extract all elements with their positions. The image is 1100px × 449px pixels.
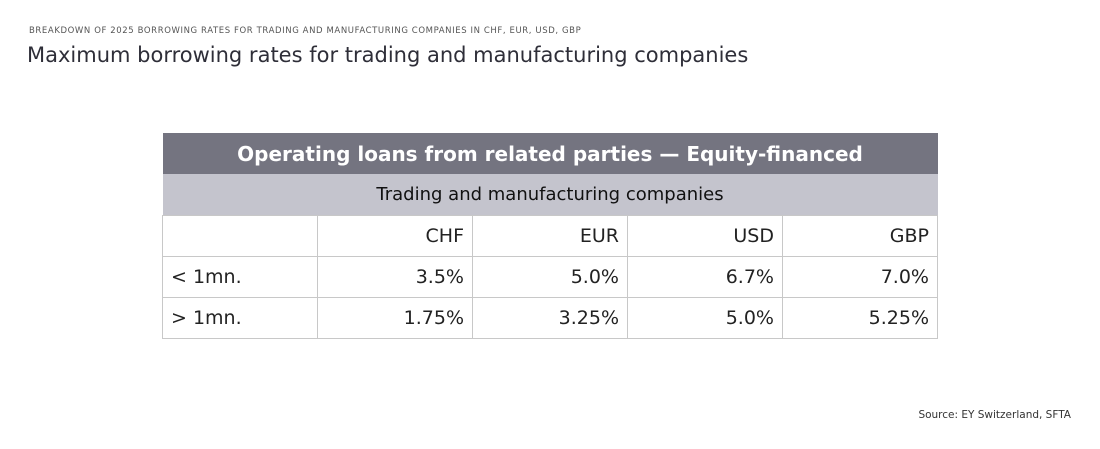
column-header: GBP — [782, 214, 938, 257]
data-row: > 1mn. 1.75% 3.25% 5.0% 5.25% — [162, 296, 938, 339]
column-header: EUR — [472, 214, 628, 257]
rate-cell: 5.0% — [472, 255, 628, 298]
rate-cell: 3.25% — [472, 296, 628, 339]
source-note: Source: EY Switzerland, SFTA — [918, 409, 1071, 421]
rate-cell: 5.25% — [782, 296, 938, 339]
rate-cell: 5.0% — [627, 296, 783, 339]
rate-cell: 7.0% — [782, 255, 938, 298]
eyebrow: BREAKDOWN OF 2025 BORROWING RATES FOR TR… — [29, 26, 582, 36]
data-row: < 1mn. 3.5% 5.0% 6.7% 7.0% — [162, 255, 938, 298]
rate-cell: 6.7% — [627, 255, 783, 298]
header-row: CHF EUR USD GBP — [162, 214, 938, 257]
rate-cell: 3.5% — [317, 255, 473, 298]
page-title: Maximum borrowing rates for trading and … — [27, 43, 749, 67]
column-header: USD — [627, 214, 783, 257]
row-label: < 1mn. — [162, 255, 318, 298]
table-title: Operating loans from related parties — E… — [162, 133, 938, 174]
table-subtitle: Trading and manufacturing companies — [162, 174, 938, 215]
rate-cell: 1.75% — [317, 296, 473, 339]
rates-table: Operating loans from related parties — E… — [162, 133, 938, 339]
column-header: CHF — [317, 214, 473, 257]
row-label: > 1mn. — [162, 296, 318, 339]
corner-cell — [162, 214, 318, 257]
